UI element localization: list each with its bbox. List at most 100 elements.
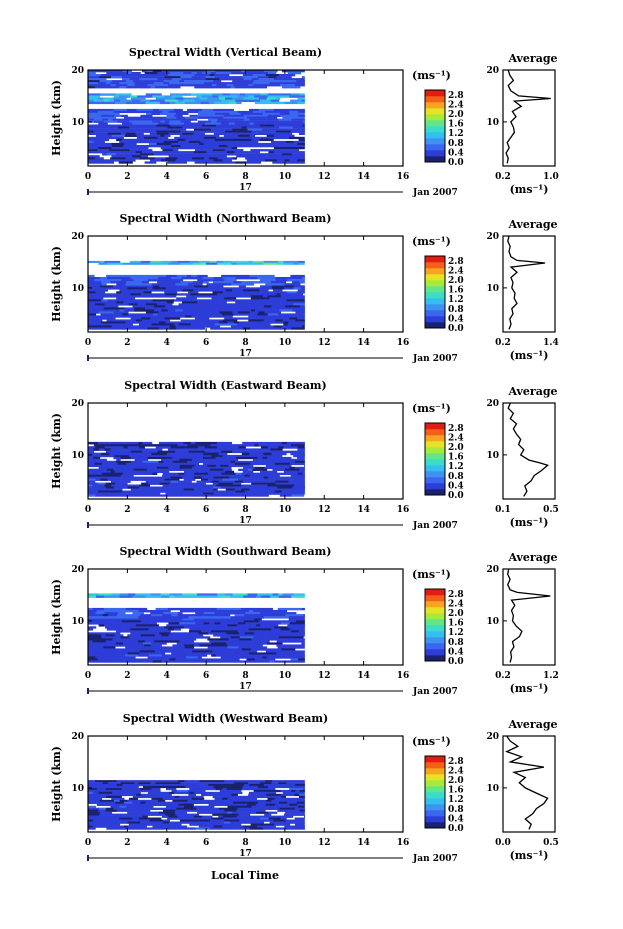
- colorbar-segment: [425, 822, 445, 829]
- heatmap-cell: [231, 262, 237, 265]
- heatmap-cell: [274, 78, 283, 81]
- heatmap-cell: [102, 472, 114, 475]
- heatmap-cell: [152, 626, 165, 629]
- heatmap-cell: [288, 325, 303, 328]
- heatmap-cell: [171, 652, 187, 655]
- heatmap-cell: [151, 614, 163, 617]
- heatmap-cell: [242, 825, 258, 828]
- heatmap-cell: [212, 782, 221, 785]
- heatmap-cell: [201, 488, 214, 491]
- heatmap-cell: [140, 149, 153, 152]
- heatmap-cell: [88, 622, 102, 625]
- heatmap-cell: [207, 303, 217, 306]
- heatmap-cell: [278, 446, 284, 449]
- heatmap-cell: [226, 825, 233, 828]
- heatmap-cell: [179, 134, 196, 137]
- heatmap-cell: [203, 281, 209, 284]
- heatmap-cell: [221, 82, 230, 85]
- heatmap-cell: [299, 616, 305, 619]
- heatmap-cell: [99, 124, 117, 127]
- heatmap-cell: [302, 325, 305, 328]
- heatmap-cell: [298, 262, 305, 265]
- heatmap-cell: [298, 795, 305, 799]
- heatmap-cell: [234, 151, 248, 154]
- heatmap-cell: [207, 126, 222, 129]
- heatmap-cell: [162, 474, 169, 477]
- heatmap-cell: [209, 827, 225, 830]
- heatmap-cell: [193, 456, 204, 460]
- heatmap-cell: [243, 323, 250, 326]
- heatmap-cell: [134, 84, 140, 87]
- heatmap-cell: [112, 134, 126, 137]
- heatmap-cell: [297, 159, 305, 162]
- heatmap-cell: [240, 93, 246, 96]
- heatmap-cell: [165, 321, 175, 324]
- average-x-tick-label: 1.4: [543, 338, 559, 348]
- heatmap-cell: [276, 142, 292, 146]
- x-tick-label: 0: [85, 505, 91, 515]
- heatmap-cell: [284, 283, 292, 286]
- heatmap-cell: [128, 128, 137, 131]
- heatmap-cell: [150, 301, 157, 304]
- x-tick-label: 16: [397, 338, 410, 348]
- heatmap-cell: [103, 323, 117, 326]
- heatmap-cell: [232, 628, 245, 631]
- heatmap-cell: [229, 132, 237, 135]
- heatmap-cell: [208, 118, 218, 121]
- heatmap-cell: [195, 441, 208, 445]
- heatmap-cell: [246, 136, 257, 140]
- heatmap-cell: [213, 492, 226, 495]
- average-frame: [502, 235, 556, 333]
- heatmap-cell: [259, 116, 268, 119]
- heatmap-cell: [198, 789, 206, 793]
- heatmap-cell: [213, 301, 223, 304]
- heatmap-cell: [253, 80, 270, 83]
- heatmap-cell: [184, 780, 200, 783]
- heatmap-cell: [187, 309, 203, 312]
- heatmap-cell: [110, 281, 127, 284]
- heatmap-cell: [149, 654, 162, 657]
- heatmap-cell: [142, 460, 159, 464]
- heatmap-cell: [241, 634, 250, 637]
- heatmap-cell: [242, 327, 251, 330]
- heatmap-cell: [219, 305, 235, 308]
- colorbar-segment: [425, 108, 445, 115]
- heatmap-cell: [198, 658, 207, 661]
- heatmap-cell: [176, 116, 186, 119]
- colorbar-tick-label: 2.0: [448, 110, 464, 120]
- heatmap-cell: [165, 325, 170, 328]
- heatmap-cell: [192, 821, 201, 824]
- heatmap-cell: [98, 161, 114, 164]
- heatmap-cell: [137, 315, 148, 318]
- heatmap-cell: [193, 126, 208, 129]
- heatmap-cell: [222, 660, 236, 663]
- heatmap-cell: [225, 789, 242, 793]
- heatmap-cell: [157, 642, 167, 645]
- heatmap-cell: [282, 466, 290, 470]
- heatmap-cell: [121, 787, 129, 791]
- colorbar-tick-label: 0.0: [448, 491, 464, 501]
- heatmap-cell: [163, 441, 179, 445]
- average-x-tick-label: 0.0: [495, 838, 511, 848]
- heatmap-cell: [134, 82, 144, 85]
- average-x-tick-label: 0.1: [495, 505, 511, 515]
- heatmap-cell: [182, 811, 188, 814]
- heatmap-cell: [160, 120, 165, 123]
- heatmap-cell: [195, 652, 205, 655]
- heatmap-cell: [137, 618, 150, 621]
- heatmap-cell: [126, 638, 143, 641]
- heatmap-cell: [135, 151, 143, 154]
- heatmap-cell: [276, 293, 281, 296]
- heatmap-cell: [111, 321, 126, 324]
- heatmap-cell: [88, 825, 93, 828]
- heatmap-cell: [157, 785, 174, 789]
- heatmap-cell: [213, 132, 230, 135]
- heatmap-cell: [280, 450, 292, 454]
- heatmap-cell: [129, 642, 144, 645]
- heatmap-cell: [102, 614, 109, 617]
- average-title: Average: [507, 718, 557, 731]
- average-y-tick-label: 10: [486, 451, 499, 461]
- heatmap-cell: [245, 161, 261, 164]
- heatmap-cell: [241, 787, 257, 791]
- heatmap-cell: [219, 782, 235, 785]
